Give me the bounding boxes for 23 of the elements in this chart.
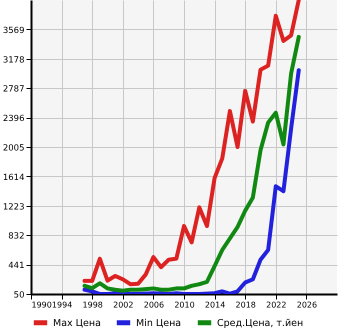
x-tick-label: 2002 bbox=[113, 300, 134, 310]
x-tick-label: 1994 bbox=[52, 300, 72, 310]
legend-label: Min Цена bbox=[136, 318, 182, 329]
y-tick-label: 1223 bbox=[2, 202, 24, 212]
y-tick-label: 2396 bbox=[2, 114, 24, 124]
x-tick-label: 2014 bbox=[204, 300, 226, 310]
y-tick-label: 441 bbox=[8, 261, 24, 272]
y-tick-label: 3178 bbox=[2, 55, 24, 66]
x-tick-label: 2006 bbox=[144, 300, 164, 310]
x-tick-label: 1990 bbox=[32, 300, 52, 310]
y-tick-label: 2787 bbox=[2, 84, 24, 95]
y-tick-label: 832 bbox=[8, 232, 24, 242]
x-tick-label: 2026 bbox=[296, 300, 318, 310]
x-tick-label: 2022 bbox=[266, 300, 286, 310]
legend-label: Max Цена bbox=[53, 318, 101, 329]
x-tick-label: 2010 bbox=[174, 300, 195, 310]
x-tick-label: 1998 bbox=[82, 300, 103, 310]
y-tick-label: 2005 bbox=[2, 144, 24, 154]
legend-label: Сред.Цена, т.йен bbox=[217, 318, 304, 329]
y-tick-label: 50 bbox=[14, 290, 24, 300]
y-tick-label: 3569 bbox=[2, 26, 24, 36]
x-tick-label: 2018 bbox=[236, 300, 256, 310]
y-tick-label: 1614 bbox=[2, 172, 24, 183]
